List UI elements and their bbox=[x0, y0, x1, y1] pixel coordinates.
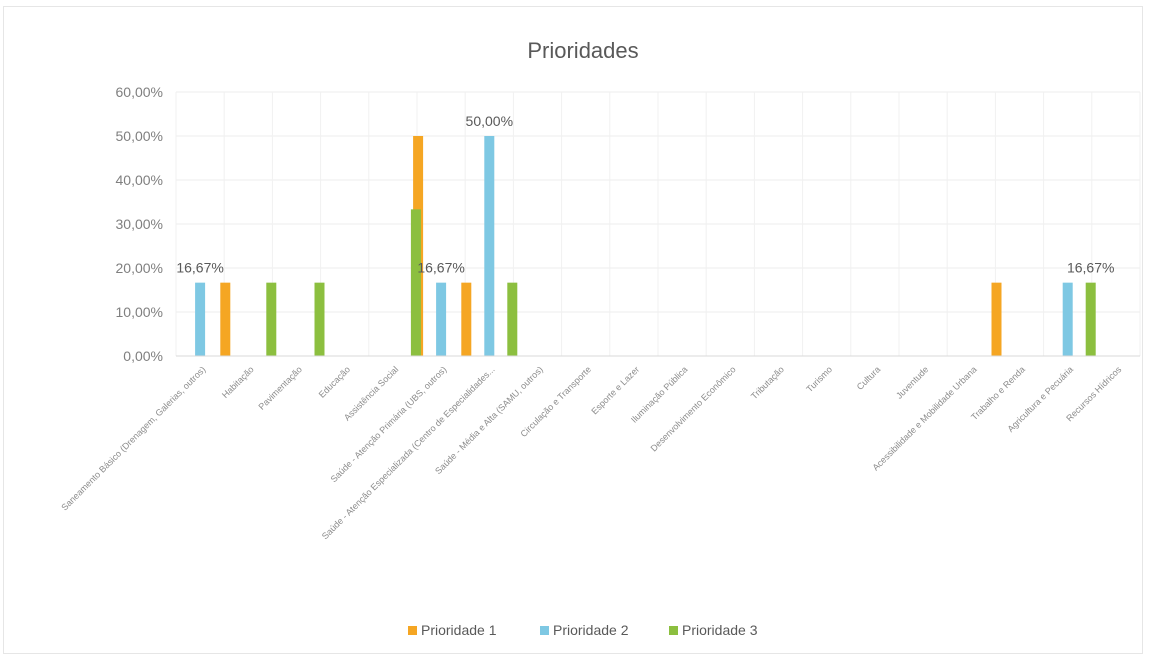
bar bbox=[195, 282, 206, 356]
grid-lines bbox=[175, 91, 1141, 356]
legend-swatch bbox=[408, 626, 417, 635]
x-tick-label: Tributação bbox=[749, 364, 786, 401]
legend-label: Prioridade 2 bbox=[553, 622, 629, 638]
bar bbox=[484, 136, 495, 356]
x-tick-label: Pavimentação bbox=[257, 364, 304, 411]
bar bbox=[436, 282, 447, 356]
bar bbox=[266, 282, 277, 356]
y-tick-label: 10,00% bbox=[116, 304, 163, 320]
data-label: 50,00% bbox=[466, 113, 513, 129]
x-tick-label: Turismo bbox=[804, 364, 834, 394]
y-tick-label: 60,00% bbox=[116, 84, 163, 100]
x-tick-label: Acessibilidade e Mobilidade Urbana bbox=[870, 364, 978, 472]
x-tick-label: Saneamento Básico (Drenagem, Galerias, o… bbox=[59, 364, 207, 512]
y-tick-label: 50,00% bbox=[116, 128, 163, 144]
legend-item: Prioridade 2 bbox=[540, 622, 629, 638]
bar bbox=[991, 282, 1002, 356]
chart-frame bbox=[3, 6, 1143, 654]
x-tick-label: Desenvolvimento Econômico bbox=[649, 364, 738, 453]
x-tick-label: Educação bbox=[317, 364, 352, 399]
x-tick-label: Saúde - Atenção Especializada (Centro de… bbox=[320, 364, 497, 541]
bar bbox=[461, 282, 472, 356]
y-tick-label: 0,00% bbox=[123, 348, 163, 364]
legend-item: Prioridade 3 bbox=[669, 622, 758, 638]
x-tick-label: Juventude bbox=[894, 364, 930, 400]
y-tick-label: 40,00% bbox=[116, 172, 163, 188]
data-labels: 16,67% 16,67% 50,00% 16,67% bbox=[176, 113, 1114, 276]
x-axis-ticks: Saneamento Básico (Drenagem, Galerias, o… bbox=[59, 364, 1123, 541]
y-tick-label: 20,00% bbox=[116, 260, 163, 276]
data-label: 16,67% bbox=[1067, 260, 1114, 276]
x-tick-label: Cultura bbox=[855, 364, 883, 392]
chart-title: Prioridades bbox=[527, 38, 638, 63]
bar bbox=[410, 209, 421, 356]
bar bbox=[507, 282, 518, 356]
legend-label: Prioridade 1 bbox=[421, 622, 497, 638]
y-tick-label: 30,00% bbox=[116, 216, 163, 232]
data-label: 16,67% bbox=[176, 260, 223, 276]
legend-item: Prioridade 1 bbox=[408, 622, 497, 638]
y-axis-ticks: 0,00% 10,00% 20,00% 30,00% 40,00% 50,00% 60,00… bbox=[116, 84, 163, 364]
x-tick-label: Habitação bbox=[220, 364, 256, 400]
x-tick-label: Esporte e Lazer bbox=[589, 364, 641, 416]
bars bbox=[195, 136, 1096, 356]
bar bbox=[314, 282, 325, 356]
legend-swatch bbox=[540, 626, 549, 635]
bar bbox=[1085, 282, 1096, 356]
x-tick-label: Saúde - Média e Alta (SAMU, outros) bbox=[433, 364, 545, 476]
data-label: 16,67% bbox=[417, 260, 464, 276]
bar bbox=[1062, 282, 1073, 356]
legend: Prioridade 1 Prioridade 2 Prioridade 3 bbox=[408, 622, 758, 638]
legend-label: Prioridade 3 bbox=[682, 622, 758, 638]
bar bbox=[220, 282, 231, 356]
legend-swatch bbox=[669, 626, 678, 635]
